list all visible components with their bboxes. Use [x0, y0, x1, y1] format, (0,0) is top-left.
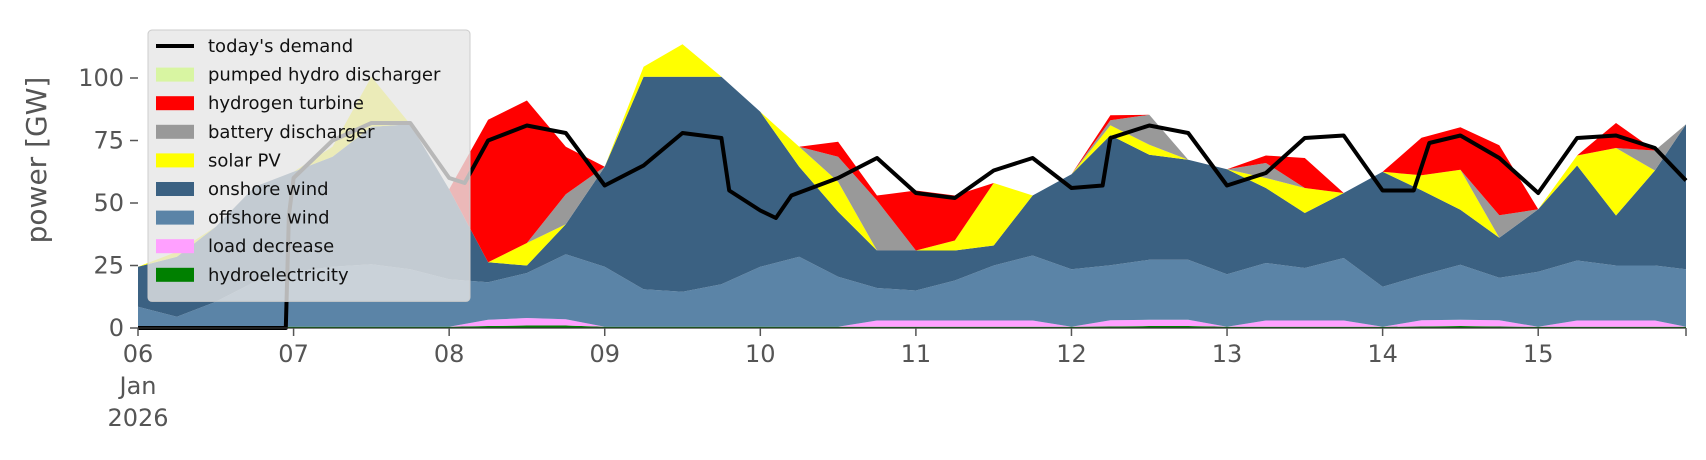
legend-label-load-decrease: load decrease — [208, 236, 334, 257]
x-tick-label: 10 — [745, 340, 776, 368]
x-tick-label: 06 — [123, 340, 154, 368]
area-hydrogen-turbine — [138, 44, 1686, 267]
x-tick-label: 11 — [901, 340, 932, 368]
legend-label-solar-pv: solar PV — [208, 150, 281, 171]
legend-swatch-offshore-wind — [156, 210, 194, 225]
legend-swatch-hydroelectricity — [156, 267, 194, 282]
legend: today's demand pumped hydro discharger hyd… — [147, 29, 471, 302]
legend-swatch-load-decrease — [156, 239, 194, 254]
x-tick-label-extra: 2026 — [107, 404, 168, 432]
area-hydroelectricity — [138, 325, 1686, 328]
x-tick-label-extra: Jan — [118, 372, 157, 400]
y-tick-label: 100 — [78, 64, 124, 92]
legend-label-onshore-wind: onshore wind — [208, 179, 329, 200]
area-load-decrease — [138, 318, 1686, 327]
legend-label-today-s-demand: today's demand — [208, 36, 353, 57]
x-tick-label: 08 — [434, 340, 465, 368]
legend-label-hydroelectricity: hydroelectricity — [208, 265, 349, 286]
legend-swatch-battery-discharger — [156, 124, 194, 139]
legend-swatch-solar-pv — [156, 153, 194, 168]
legend-label-hydrogen-turbine: hydrogen turbine — [208, 93, 364, 114]
axes: 0 25 50 75 100 06 Jan 2026 07 08 09 10 11 12 13 14 15 — [78, 64, 1687, 432]
stacked-areas — [138, 44, 1686, 328]
y-tick-label: 0 — [109, 314, 124, 342]
y-tick-label: 75 — [93, 127, 124, 155]
x-tick-label: 12 — [1056, 340, 1087, 368]
legend-label-offshore-wind: offshore wind — [208, 208, 330, 229]
y-tick-label: 50 — [93, 189, 124, 217]
y-axis-label: power [GW] — [20, 77, 53, 244]
x-tick-label: 07 — [278, 340, 309, 368]
legend-swatch-hydrogen-turbine — [156, 96, 194, 111]
y-tick-label: 25 — [93, 252, 124, 280]
area-onshore-wind — [138, 76, 1686, 317]
legend-label-pumped-hydro-discharger: pumped hydro discharger — [208, 65, 441, 86]
legend-swatch-pumped-hydro-discharger — [156, 67, 194, 82]
x-tick-label: 15 — [1523, 340, 1554, 368]
legend-box — [147, 29, 471, 302]
x-tick-label: 13 — [1212, 340, 1243, 368]
x-tick-label: 14 — [1367, 340, 1398, 368]
legend-swatch-onshore-wind — [156, 182, 194, 196]
area-offshore-wind — [138, 254, 1686, 327]
x-tick-label: 09 — [589, 340, 620, 368]
legend-label-battery-discharger: battery discharger — [208, 122, 375, 143]
